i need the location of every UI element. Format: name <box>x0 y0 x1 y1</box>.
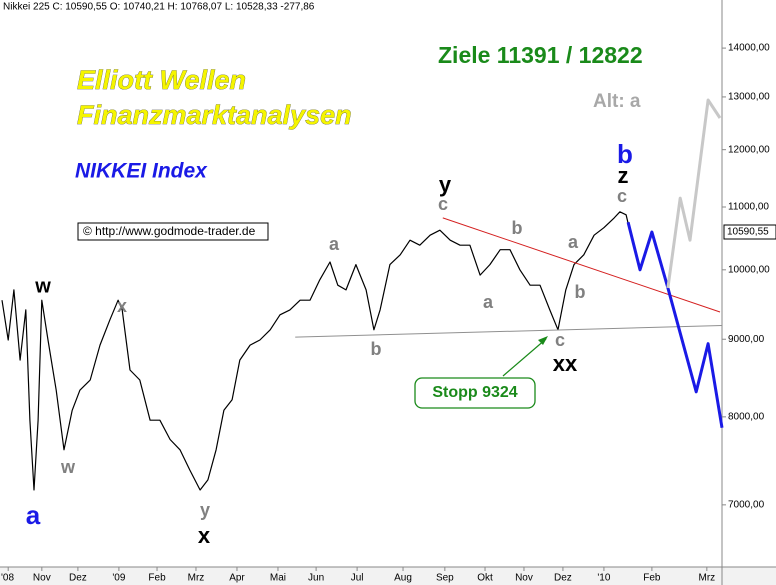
wave-label: b <box>512 218 523 238</box>
x-tick-label: '08 <box>1 573 14 584</box>
chart-title: Elliott Wellen <box>77 65 246 95</box>
stop-label: Stopp 9324 <box>432 384 517 401</box>
series-line <box>295 325 723 338</box>
last-price-label: 10590,55 <box>727 227 769 238</box>
x-tick-label: '09 <box>112 573 125 584</box>
x-tick-label: Sep <box>436 573 454 584</box>
y-tick-label: 11000,00 <box>728 202 769 213</box>
instrument: NIKKEI Index <box>75 160 208 183</box>
x-tick-label: Feb <box>148 573 166 584</box>
x-tick-label: Aug <box>394 573 412 584</box>
wave-label: c <box>555 330 565 350</box>
wave-label: z <box>618 163 629 188</box>
wave-label: b <box>575 282 586 302</box>
x-tick-label: Nov <box>33 573 51 584</box>
series-line <box>666 98 722 289</box>
targets: Ziele 11391 / 12822 <box>438 42 643 68</box>
y-tick-label: 13000,00 <box>728 92 770 103</box>
wave-label: y <box>439 172 452 197</box>
wave-label: y <box>200 500 210 520</box>
series-line <box>1 211 631 491</box>
series-line <box>442 217 721 313</box>
wave-label: w <box>34 275 51 297</box>
alternative: Alt: a <box>593 91 641 112</box>
x-tick-label: Dez <box>69 573 87 584</box>
x-tick-label: Nov <box>515 573 533 584</box>
x-axis-band <box>0 567 776 585</box>
x-tick-label: Okt <box>477 573 493 584</box>
x-tick-label: Feb <box>643 573 661 584</box>
last-price-box <box>723 224 776 240</box>
wave-label: c <box>438 194 448 214</box>
x-tick-label: Apr <box>229 573 245 584</box>
wave-label: a <box>329 234 340 254</box>
y-tick-label: 9000,00 <box>728 334 765 345</box>
wave-label: b <box>617 139 633 169</box>
x-tick-label: Dez <box>554 573 572 584</box>
wave-label: a <box>26 500 41 530</box>
wave-label: c <box>617 186 627 206</box>
y-tick-label: 10000,00 <box>728 264 770 275</box>
wave-label: x <box>198 523 211 548</box>
stop-arrowhead <box>538 336 548 345</box>
wave-label: b <box>371 339 382 359</box>
wave-label: x <box>117 296 127 316</box>
source: © http://www.godmode-trader.de <box>83 224 256 238</box>
y-tick-label: 7000,00 <box>728 499 765 510</box>
header: Nikkei 225 C: 10590,55 O: 10740,21 H: 10… <box>3 2 315 13</box>
source-box <box>77 222 269 241</box>
x-tick-label: Jul <box>351 573 364 584</box>
wave-label: a <box>483 292 494 312</box>
y-tick-label: 8000,00 <box>728 412 765 423</box>
x-tick-label: Mrz <box>188 573 205 584</box>
x-tick-label: Mai <box>270 573 286 584</box>
stop-box <box>414 377 536 409</box>
x-tick-label: Jun <box>308 573 324 584</box>
y-tick-label: 12000,00 <box>728 144 770 155</box>
wave-label: a <box>568 232 579 252</box>
wave-label: xx <box>553 351 578 376</box>
y-tick-label: 14000,00 <box>728 43 770 54</box>
chart-subtitle: Finanzmarktanalysen <box>77 100 352 130</box>
x-tick-label: '10 <box>597 573 610 584</box>
wave-label: w <box>60 457 76 477</box>
x-tick-label: Mrz <box>698 573 715 584</box>
stop-arrow <box>502 338 547 377</box>
